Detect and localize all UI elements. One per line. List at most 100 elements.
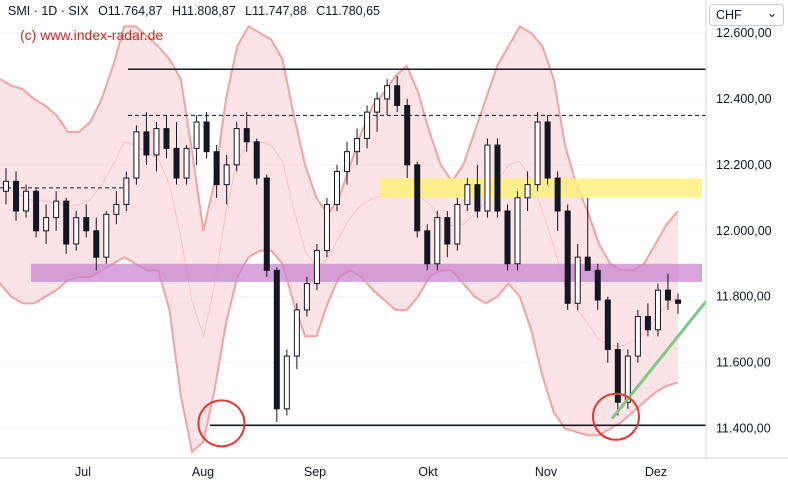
candle-body — [574, 256, 581, 304]
candle — [133, 125, 140, 185]
candle — [3, 168, 9, 205]
candle-body — [13, 180, 20, 212]
candle-body — [514, 197, 521, 265]
candle — [153, 121, 160, 172]
candle-body — [554, 177, 561, 212]
candle — [43, 204, 50, 244]
candle — [664, 273, 671, 310]
candle-body — [203, 121, 210, 153]
month-tick-label: Okt — [418, 465, 438, 479]
candle — [313, 243, 320, 291]
candle — [213, 145, 220, 198]
candle — [103, 211, 110, 264]
candle-body — [624, 355, 631, 403]
candle — [484, 138, 491, 218]
candle-body — [474, 184, 481, 212]
candle-body — [644, 316, 651, 331]
candle-body — [223, 164, 230, 186]
candle-body — [394, 85, 401, 107]
candle — [444, 211, 451, 258]
price-tick-label: 11.400,00 — [716, 422, 771, 436]
candle — [203, 112, 210, 159]
candle — [534, 112, 541, 192]
candle — [223, 154, 230, 205]
candle-body — [534, 121, 541, 186]
price-axis[interactable]: 11.400,00 11.600,00 11.800,00 12.000,00 12.2… — [705, 0, 788, 485]
candle-body — [293, 309, 300, 357]
candle — [614, 342, 621, 416]
candle-body — [584, 256, 591, 271]
open-value: O11.764,87 — [98, 4, 163, 18]
candle-body — [594, 269, 601, 301]
candle-body — [33, 190, 40, 232]
candle-body — [454, 203, 461, 245]
candle-body — [213, 151, 220, 186]
candle-body — [374, 98, 381, 113]
candle-body — [414, 164, 421, 232]
time-axis[interactable]: Jul Aug Sep Okt Nov Dez — [0, 457, 788, 479]
candle — [675, 293, 681, 314]
candle-body — [614, 348, 621, 403]
candle-body — [233, 128, 240, 166]
candle — [594, 263, 601, 310]
candle — [53, 191, 60, 231]
candle — [464, 178, 471, 212]
currency-label: CHF — [716, 8, 742, 22]
candle — [634, 309, 641, 363]
candle-body — [153, 128, 160, 156]
price-tick-label: 12.600,00 — [716, 26, 772, 40]
candle-body — [354, 137, 361, 153]
candle — [504, 204, 511, 271]
candle-body — [404, 105, 411, 166]
candle-body — [524, 184, 531, 199]
candle — [554, 171, 561, 231]
candle-body — [23, 190, 30, 212]
candle — [293, 303, 300, 370]
candle — [93, 217, 100, 271]
candle-body — [273, 269, 280, 410]
candle-body — [604, 299, 611, 350]
candle — [163, 115, 170, 159]
price-tick-label: 12.200,00 — [716, 158, 772, 172]
candle-body — [3, 180, 9, 192]
candle — [514, 191, 521, 271]
candle — [454, 197, 461, 251]
price-tick-label: 12.400,00 — [716, 92, 772, 106]
candle-body — [163, 128, 170, 149]
candle-body — [344, 151, 351, 172]
candle — [263, 174, 270, 277]
chart-header: SMI · 1D · SIX O11.764,87 H11.808,87 L11… — [8, 4, 380, 18]
candle-body — [253, 141, 260, 179]
candle-body — [424, 230, 431, 265]
candle — [364, 105, 371, 149]
month-tick-label: Dez — [645, 465, 667, 479]
candle-body — [43, 217, 50, 232]
symbol-label[interactable]: SMI · 1D · SIX — [8, 4, 89, 18]
horizontal-levels — [0, 68, 706, 427]
candle — [323, 197, 330, 258]
candle — [394, 75, 401, 113]
candle-body — [243, 128, 250, 143]
candle-body — [434, 217, 441, 265]
candle-body — [303, 283, 310, 311]
candlesticks — [3, 75, 681, 423]
candle — [584, 197, 591, 271]
candle — [344, 141, 351, 185]
price-tick-label: 12.000,00 — [716, 224, 772, 238]
candle — [243, 112, 250, 152]
month-tick-label: Jul — [75, 465, 91, 479]
candle — [494, 138, 501, 218]
candle-body — [263, 177, 270, 271]
month-tick-label: Aug — [192, 465, 214, 479]
low-value: L11.747,88 — [245, 4, 307, 18]
copyright-text: (c) www.index-radar.de — [20, 27, 164, 43]
candle — [113, 191, 120, 225]
currency-selector[interactable]: CHF ⌄ — [709, 4, 784, 26]
candle — [604, 296, 611, 363]
resistance-zone-yellow — [380, 178, 702, 198]
candle — [123, 171, 130, 212]
candle-body — [654, 289, 661, 331]
price-zones — [31, 178, 702, 282]
candle — [13, 171, 20, 221]
